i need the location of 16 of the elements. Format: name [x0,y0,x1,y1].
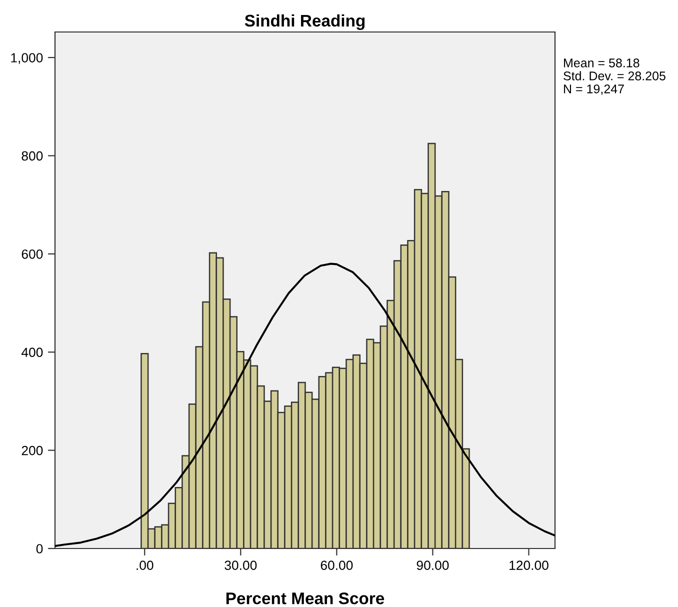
y-tick-label: 200 [22,446,43,456]
x-tick-label: 120.00 [510,560,548,570]
x-tick-label: 90.00 [416,560,449,570]
y-tick-label: 400 [21,348,43,358]
x-axis-title: Percent Mean Score [226,592,384,604]
y-tick-label: 1,000 [11,53,43,64]
x-tick-label: 30.00 [224,560,257,570]
x-tick-label: 60.00 [320,560,353,570]
chart-title: Sindhi Reading [244,14,365,30]
x-tick-label: .00 [136,560,154,570]
y-tick-label: 0 [36,544,43,554]
text: Std. Dev. = 28.205 [564,71,666,80]
text: N = 19,247 [564,84,624,95]
y-tick-label: 800 [22,151,43,161]
text: Mean = 58.18 [564,58,640,68]
y-tick-label: 600 [22,249,43,259]
